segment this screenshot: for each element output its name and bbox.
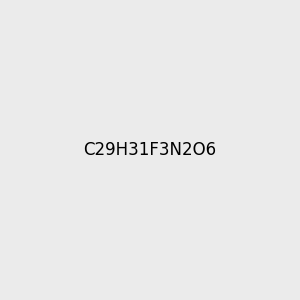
Text: C29H31F3N2O6: C29H31F3N2O6: [83, 141, 217, 159]
